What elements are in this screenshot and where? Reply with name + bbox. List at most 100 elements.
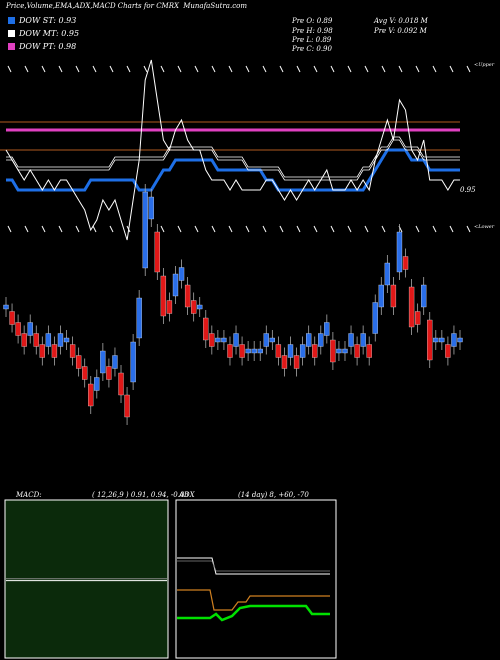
candle-body <box>3 304 9 310</box>
candle-body <box>88 383 94 407</box>
candle-body <box>154 231 160 273</box>
candle-body <box>384 262 391 286</box>
price-tick-label: 0.95 <box>460 186 476 194</box>
candle-body <box>293 355 300 369</box>
bottom-tick-mark <box>58 225 63 233</box>
candle-body <box>51 344 58 358</box>
bottom-tick-mark <box>92 225 97 233</box>
top-tick-mark <box>177 65 182 73</box>
candle-body <box>408 286 415 328</box>
top-tick-mark <box>415 65 420 73</box>
candle-body <box>396 231 403 273</box>
bottom-tick-mark <box>296 225 301 233</box>
candle-body <box>94 377 100 391</box>
top-tick-mark <box>398 65 403 73</box>
top-tick-mark <box>330 65 335 73</box>
bottom-tick-mark <box>160 225 165 233</box>
candle-body <box>421 284 427 308</box>
top-tick-mark <box>245 65 250 73</box>
candle-body <box>287 344 294 358</box>
candle-body <box>15 322 21 336</box>
top-tick-mark <box>364 65 369 73</box>
candle-body <box>245 348 251 354</box>
stat-open: Pre O: 0.89 <box>292 17 333 25</box>
candle-body <box>451 333 457 347</box>
top-tick-mark <box>126 65 131 73</box>
bottom-tick-mark <box>313 225 318 233</box>
dow-mt-swatch <box>8 30 15 37</box>
top-tick-mark <box>466 65 471 73</box>
candle-body <box>215 337 221 343</box>
candle-body <box>69 344 76 358</box>
top-tick-mark <box>381 65 386 73</box>
chart-title-text: Price,Volume,EMA,ADX,MACD Charts for CMR… <box>6 2 179 10</box>
candle-body <box>21 333 27 347</box>
dow-pt-label: DOW PT: 0.98 <box>19 42 77 51</box>
candle-body <box>372 302 378 334</box>
candle-body <box>324 322 330 336</box>
dow-st-line <box>6 148 460 192</box>
top-tick-mark <box>228 65 233 73</box>
candle-body <box>318 333 324 347</box>
legend-item-dow-pt: DOW PT: 0.98 <box>8 42 76 51</box>
candle-body <box>209 333 215 347</box>
candle-body <box>124 394 130 418</box>
upper-band-label: <Upper <box>474 62 495 68</box>
bottom-tick-mark <box>381 225 386 233</box>
dow-mt-line <box>6 139 460 181</box>
candle-body <box>100 350 106 374</box>
top-tick-mark <box>7 65 12 73</box>
top-tick-mark <box>432 65 437 73</box>
candle-body <box>45 333 52 347</box>
candle-body <box>275 344 282 358</box>
bottom-tick-mark <box>7 225 12 233</box>
candle-body <box>342 348 348 354</box>
bottom-tick-mark <box>347 225 352 233</box>
price-line <box>5 59 460 241</box>
top-tick-mark <box>262 65 267 73</box>
candle-body <box>336 348 342 354</box>
bottom-tick-mark <box>211 225 216 233</box>
stat-avg-volume: Avg V: 0.018 M <box>374 17 428 25</box>
candle-body <box>312 344 318 358</box>
candle-body <box>445 344 451 358</box>
adx-label: ADX <box>179 491 195 499</box>
candle-body <box>427 319 433 361</box>
top-tick-mark <box>143 65 148 73</box>
macd-label: MACD: <box>16 491 42 499</box>
candle-body <box>9 311 15 325</box>
macd-params: ( 12,26,9 ) 0.91, 0.94, -0.03 <box>92 491 189 499</box>
top-tick-mark <box>92 65 97 73</box>
candle-body <box>203 317 209 341</box>
top-tick-mark <box>41 65 46 73</box>
candle-body <box>227 344 233 358</box>
candle-body <box>414 311 421 325</box>
candle-body <box>166 300 173 314</box>
legend-item-dow-st: DOW ST: 0.93 <box>8 16 76 25</box>
top-tick-mark <box>75 65 80 73</box>
top-tick-mark <box>347 65 352 73</box>
bottom-tick-mark <box>432 225 437 233</box>
candle-body <box>136 297 142 339</box>
candle-body <box>39 344 45 358</box>
adx-params: (14 day) 8, +60, -70 <box>238 491 309 499</box>
candle-body <box>263 333 269 347</box>
candle-body <box>390 284 397 308</box>
candle-body <box>433 337 439 343</box>
candle-body <box>27 322 33 336</box>
candle-body <box>184 284 191 308</box>
candle-body <box>130 341 136 383</box>
candle-body <box>299 344 306 358</box>
candle-body <box>75 355 82 369</box>
bottom-tick-mark <box>75 225 80 233</box>
candle-body <box>178 267 185 281</box>
candle-body <box>142 191 148 269</box>
candle-body <box>191 300 197 314</box>
candle-body <box>233 333 239 347</box>
candle-body <box>221 337 227 343</box>
candle-body <box>354 344 360 358</box>
candle-body <box>439 337 445 343</box>
top-tick-mark <box>279 65 284 73</box>
bottom-tick-mark <box>24 225 29 233</box>
